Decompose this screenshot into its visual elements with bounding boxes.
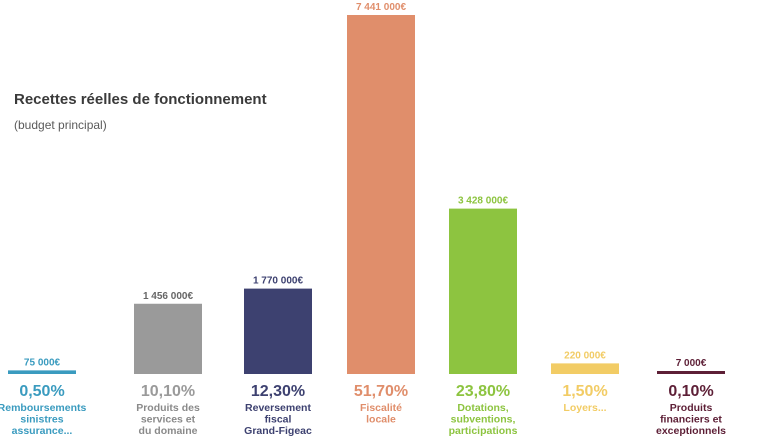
bar-0 — [8, 370, 76, 374]
category-label-0: Remboursements sinistres assurance... — [0, 402, 87, 437]
value-label-0: 75 000€ — [24, 357, 61, 368]
percent-label-5: 1,50% — [562, 383, 607, 400]
percent-label-0: 0,50% — [19, 383, 64, 400]
bar-2 — [244, 288, 312, 374]
percent-label-4: 23,80% — [456, 383, 510, 400]
percent-label-2: 12,30% — [251, 383, 305, 400]
category-label-2: Reversement fiscal Grand-Figeac — [244, 402, 312, 437]
chart-title: Recettes réelles de fonctionnement — [14, 91, 267, 108]
category-label-5: Loyers... — [563, 402, 606, 414]
value-label-5: 220 000€ — [564, 350, 606, 361]
percent-label-3: 51,70% — [354, 383, 408, 400]
value-label-2: 1 770 000€ — [253, 276, 303, 287]
chart-subtitle: (budget principal) — [14, 118, 107, 132]
value-label-3: 7 441 000€ — [356, 2, 406, 13]
value-label-1: 1 456 000€ — [143, 291, 193, 302]
category-label-1: Produits des services et du domaine — [136, 402, 200, 437]
category-label-4: Dotations, subventions, participations — [449, 402, 518, 437]
category-label-3: Fiscalité locale — [360, 402, 402, 426]
bar-3 — [347, 15, 415, 374]
bar-5 — [551, 363, 619, 374]
bar-6 — [657, 371, 725, 374]
value-label-4: 3 428 000€ — [458, 196, 508, 207]
bar-4 — [449, 208, 517, 374]
bar-1 — [134, 303, 202, 374]
value-label-6: 7 000€ — [676, 358, 707, 369]
category-label-6: Produits financiers et exceptionnels — [656, 402, 726, 437]
percent-label-1: 10,10% — [141, 383, 195, 400]
percent-label-6: 0,10% — [668, 383, 713, 400]
